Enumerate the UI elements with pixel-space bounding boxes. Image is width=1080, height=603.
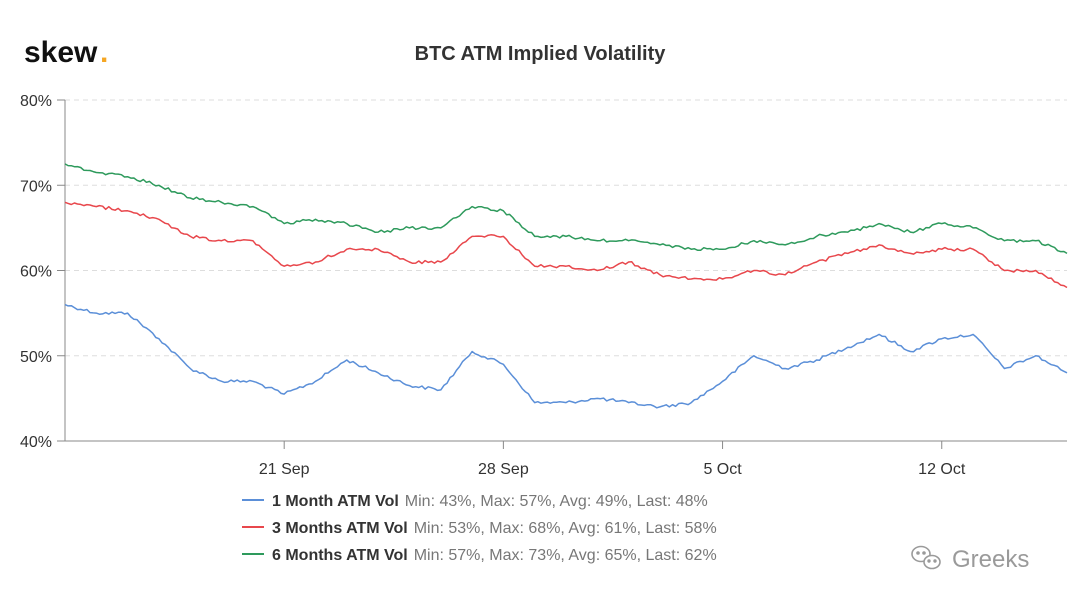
y-tick-label: 50% [20,349,52,366]
wechat-icon [911,545,941,570]
legend-series-name: 1 Month ATM Vol [272,493,399,510]
y-tick-label: 80% [20,93,52,110]
legend-series-stats: Min: 57%, Max: 73%, Avg: 65%, Last: 62% [414,547,717,564]
legend: 1 Month ATM Vol Min: 43%, Max: 57%, Avg: … [242,493,717,564]
x-tick-label: 5 Oct [703,461,742,478]
series-line-1 [64,303,1068,409]
series-layer [64,163,1068,409]
legend-series-stats: Min: 53%, Max: 68%, Avg: 61%, Last: 58% [414,520,717,537]
x-tick-label: 21 Sep [259,461,310,478]
legend-entry: 1 Month ATM Vol Min: 43%, Max: 57%, Avg: … [272,493,708,510]
chart-title: BTC ATM Implied Volatility [415,43,667,65]
series-line-3 [64,163,1068,255]
watermark-text: Greeks [952,546,1029,573]
x-tick-label: 12 Oct [918,461,966,478]
legend-series-name: 3 Months ATM Vol [272,520,408,537]
legend-entry: 6 Months ATM Vol Min: 57%, Max: 73%, Avg:… [272,547,717,564]
greeks-watermark: Greeks [911,545,1029,573]
logo-text: skew [24,36,98,69]
legend-series-stats: Min: 43%, Max: 57%, Avg: 49%, Last: 48% [405,493,708,510]
legend-entry: 3 Months ATM Vol Min: 53%, Max: 68%, Avg:… [272,520,717,537]
y-axis: 40% 50% 60% 70% 80% [20,93,66,451]
x-axis: 21 Sep 28 Sep 5 Oct 12 Oct [65,440,1067,478]
series-line-2 [64,201,1068,289]
x-tick-label: 28 Sep [478,461,529,478]
skew-logo: skew . [24,36,108,69]
grid [65,99,1067,357]
legend-series-name: 6 Months ATM Vol [272,547,408,564]
y-tick-label: 70% [20,178,52,195]
y-tick-label: 40% [20,434,52,451]
y-tick-label: 60% [20,264,52,281]
logo-dot: . [100,36,108,69]
